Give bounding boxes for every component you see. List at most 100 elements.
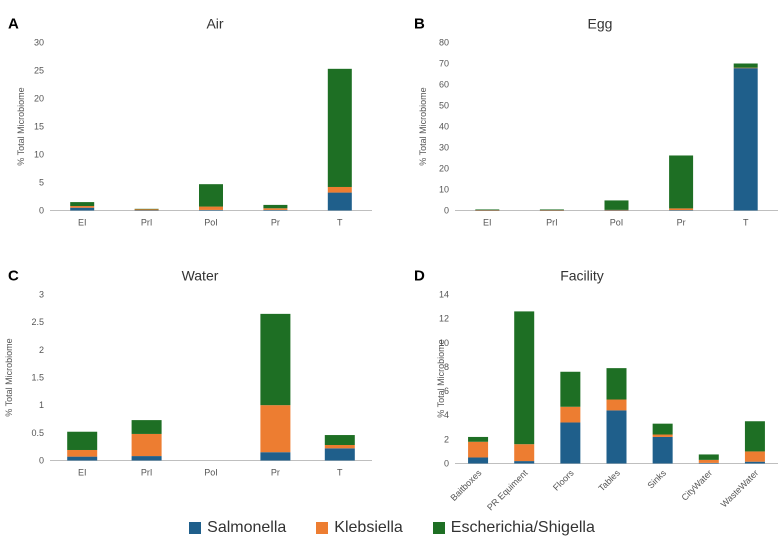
y-tick-label: 12 xyxy=(439,314,449,324)
bar-klebsiella-ei xyxy=(475,210,500,211)
bar-escherichia-shigella-pr xyxy=(669,155,694,209)
legend-item-klebsiella: Klebsiella xyxy=(316,519,403,537)
y-tick-label: 2.5 xyxy=(31,317,44,327)
x-tick-label: PoI xyxy=(610,218,624,228)
bar-escherichia-shigella-t xyxy=(324,435,355,446)
bar-klebsiella-baitboxes xyxy=(468,441,489,458)
y-axis-title: % Total Microbiome xyxy=(16,87,26,165)
bar-escherichia-shigella-pr-equiment xyxy=(514,311,535,445)
bar-escherichia-shigella-poi xyxy=(604,200,629,210)
bar-escherichia-shigella-tables xyxy=(606,368,627,400)
legend-label-klebsiella: Klebsiella xyxy=(334,519,403,536)
x-tick-label: Baitboxes xyxy=(448,467,483,502)
bar-escherichia-shigella-pri xyxy=(539,209,564,211)
bar-salmonella-sinks xyxy=(652,436,673,464)
y-tick-label: 20 xyxy=(439,164,449,174)
y-tick-label: 6 xyxy=(444,386,449,396)
chart-title: Facility xyxy=(560,268,604,284)
chart-panel-c: C Water % Total Microbiome 0 0.5 1 1.5 2 2.5 3 EI P… xyxy=(4,268,372,478)
bar-escherichia-shigella-pri xyxy=(134,208,159,210)
x-tick-label: Pr xyxy=(271,468,280,478)
y-tick-label: 8 xyxy=(444,362,449,372)
y-tick-label: 70 xyxy=(439,59,449,69)
x-tick-label: T xyxy=(743,218,749,228)
x-tick-label: WasteWater xyxy=(719,468,761,510)
bar-salmonella-t xyxy=(327,192,352,211)
x-tick-label: Tables xyxy=(596,467,622,493)
bar-salmonella-tables xyxy=(606,410,627,464)
y-tick-label: 2 xyxy=(444,434,449,444)
bar-salmonella-pr xyxy=(669,210,694,211)
bar-salmonella-t xyxy=(324,448,355,461)
legend-label-escherichia-shigella: Escherichia/Shigella xyxy=(450,519,595,536)
legend: Salmonella Klebsiella Escherichia/Shigel… xyxy=(0,517,784,539)
bar-salmonella-ei xyxy=(67,456,98,461)
y-tick-label: 10 xyxy=(34,150,44,160)
x-tick-label: T xyxy=(337,218,343,228)
bar-escherichia-shigella-ei xyxy=(67,431,98,450)
bar-escherichia-shigella-wastewater xyxy=(744,421,765,452)
y-tick-label: 0 xyxy=(444,206,449,216)
y-tick-label: 20 xyxy=(34,94,44,104)
bar-klebsiella-poi xyxy=(604,209,629,211)
y-tick-label: 3 xyxy=(39,290,44,300)
panel-letter: A xyxy=(8,16,19,33)
y-tick-label: 30 xyxy=(439,143,449,153)
legend-item-salmonella: Salmonella xyxy=(189,519,286,537)
bar-klebsiella-sinks xyxy=(652,434,673,437)
bar-escherichia-shigella-floors xyxy=(560,371,581,407)
bar-salmonella-poi xyxy=(604,210,629,211)
x-tick-label: PoI xyxy=(204,218,218,228)
panel-letter: D xyxy=(414,268,425,285)
bar-klebsiella-floors xyxy=(560,406,581,423)
y-axis-title: % Total Microbiome xyxy=(418,87,428,165)
y-tick-label: 2 xyxy=(39,345,44,355)
y-tick-label: 14 xyxy=(439,290,449,300)
chart-title: Water xyxy=(182,268,219,284)
bar-escherichia-shigella-sinks xyxy=(652,423,673,435)
x-tick-label: CityWater xyxy=(679,468,714,503)
bar-klebsiella-pr-equiment xyxy=(514,444,535,462)
bar-escherichia-shigella-ei xyxy=(475,209,500,211)
bar-klebsiella-t xyxy=(324,445,355,449)
bar-salmonella-pr xyxy=(263,209,288,211)
panel-letter: B xyxy=(414,16,425,33)
chart-panel-a: A Air % Total Microbiome 0 5 10 15 20 25 30 EI PrI P… xyxy=(8,16,372,228)
y-tick-label: 60 xyxy=(439,80,449,90)
bar-salmonella-citywater xyxy=(698,462,719,464)
y-tick-label: 4 xyxy=(444,410,449,420)
y-tick-label: 0.5 xyxy=(31,428,44,438)
panel-letter: C xyxy=(8,268,19,285)
x-tick-label: Sinks xyxy=(645,467,668,490)
legend-swatch-klebsiella xyxy=(316,522,329,534)
bar-salmonella-baitboxes xyxy=(468,457,489,464)
y-tick-label: 30 xyxy=(34,38,44,48)
bar-klebsiella-ei xyxy=(67,449,98,457)
x-tick-label: PoI xyxy=(204,468,218,478)
y-tick-label: 15 xyxy=(34,122,44,132)
bar-salmonella-pri xyxy=(134,210,159,211)
x-tick-label: EI xyxy=(78,218,87,228)
bar-klebsiella-poi xyxy=(199,206,223,210)
bar-salmonella-pri xyxy=(131,456,162,461)
bar-klebsiella-tables xyxy=(606,399,627,411)
bar-klebsiella-pr xyxy=(263,208,288,210)
y-tick-label: 0 xyxy=(39,456,44,466)
bar-salmonella-t xyxy=(733,68,758,211)
y-tick-label: 10 xyxy=(439,185,449,195)
x-tick-label: EI xyxy=(78,468,87,478)
bar-klebsiella-ei xyxy=(70,206,95,208)
bar-klebsiella-pri xyxy=(539,210,564,211)
bar-klebsiella-pri xyxy=(131,433,162,457)
bar-escherichia-shigella-baitboxes xyxy=(468,436,489,442)
y-tick-label: 0 xyxy=(444,459,449,469)
x-tick-label: PrI xyxy=(141,468,153,478)
legend-item-escherichia-shigella: Escherichia/Shigella xyxy=(432,519,595,537)
x-tick-label: EI xyxy=(483,218,492,228)
y-tick-label: 0 xyxy=(39,206,44,216)
x-tick-label: T xyxy=(337,468,343,478)
chart-panel-d: D Facility % Total Microbiome 0 2 4 6 8 10 12 14 Ba… xyxy=(414,268,778,512)
chart-title: Air xyxy=(206,16,223,32)
y-tick-label: 5 xyxy=(39,178,44,188)
